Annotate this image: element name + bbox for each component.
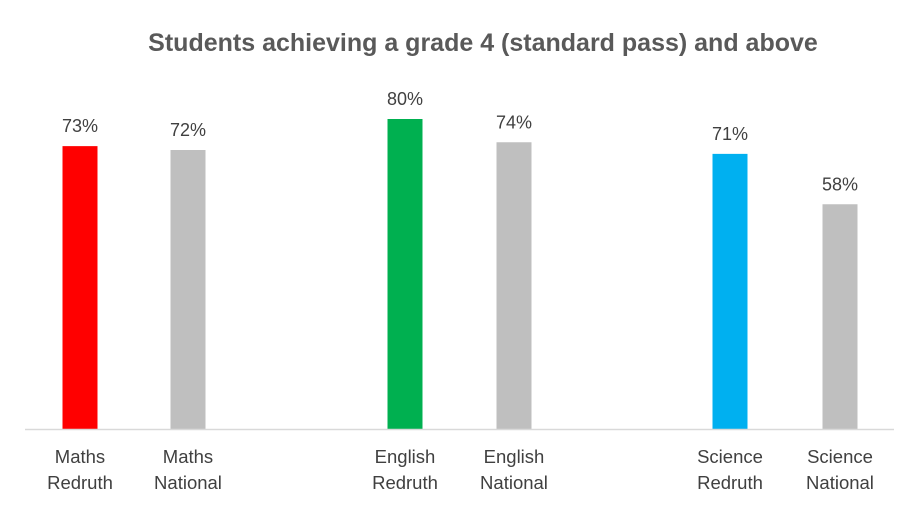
category-label-line1: Maths bbox=[163, 446, 213, 467]
category-label-line2: Redruth bbox=[372, 472, 438, 493]
category-label-line2: National bbox=[480, 472, 548, 493]
category-label-line2: National bbox=[154, 472, 222, 493]
category-label-line1: English bbox=[375, 446, 436, 467]
data-label: 74% bbox=[496, 112, 532, 132]
data-label: 73% bbox=[62, 116, 98, 136]
bar-english-redruth bbox=[387, 119, 423, 429]
bars-layer: 73% 72% 80% 74% 71% 58% bbox=[62, 89, 858, 429]
labels-layer: Maths Redruth Maths National English Redruth E… bbox=[47, 446, 874, 493]
category-label-line1: Science bbox=[697, 446, 763, 467]
category-label-line1: English bbox=[484, 446, 545, 467]
category-label-line2: Redruth bbox=[697, 472, 763, 493]
bar-science-national bbox=[822, 204, 858, 429]
data-label: 72% bbox=[170, 120, 206, 140]
category-label-line1: Maths bbox=[55, 446, 105, 467]
bar-maths-national bbox=[170, 150, 206, 429]
category-label-line2: Redruth bbox=[47, 472, 113, 493]
data-label: 80% bbox=[387, 89, 423, 109]
chart-title: Students achieving a grade 4 (standard p… bbox=[148, 29, 818, 57]
data-label: 71% bbox=[712, 124, 748, 144]
data-label: 58% bbox=[822, 174, 858, 194]
bar-english-national bbox=[496, 142, 532, 429]
bar-science-redruth bbox=[712, 153, 748, 429]
bar-maths-redruth bbox=[62, 146, 98, 429]
category-label-line1: Science bbox=[807, 446, 873, 467]
category-label-line2: National bbox=[806, 472, 874, 493]
